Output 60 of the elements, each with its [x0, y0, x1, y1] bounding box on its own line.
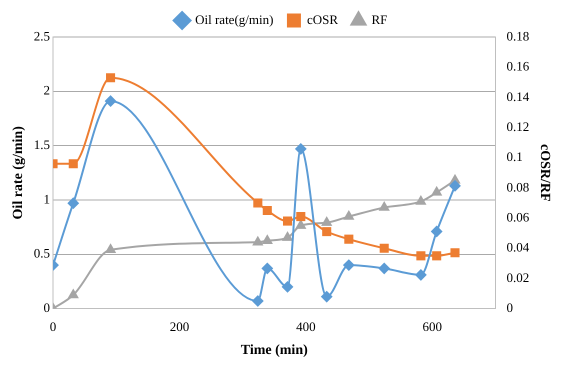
point [296, 220, 306, 229]
point [68, 159, 78, 168]
point [415, 269, 426, 280]
point [282, 232, 292, 241]
y-tick-label: 2 [44, 82, 50, 98]
y2-axis-title: cOSR/RF [536, 144, 552, 202]
x-tick-label: 200 [170, 318, 190, 334]
point [252, 295, 264, 306]
y2-tick-label: 0 [506, 300, 513, 316]
point [282, 216, 292, 226]
y2-tick-label: 0.12 [506, 118, 530, 134]
point [296, 212, 306, 222]
y-tick-label: 0.5 [34, 246, 50, 261]
y-tick-label: 0 [44, 300, 50, 316]
y-axis-title: Oil rate (g/min) [11, 126, 26, 220]
x-axis-title: Time (min) [240, 343, 308, 358]
point [262, 206, 272, 216]
point [252, 236, 263, 246]
y2-tick-label: 0.16 [506, 58, 530, 74]
y2-tick-label: 0.02 [506, 270, 530, 285]
x-tick-label: 400 [296, 318, 316, 334]
y-tick-label: 1.5 [34, 137, 50, 152]
point [416, 251, 426, 260]
point [344, 234, 354, 244]
point [282, 281, 294, 292]
point [105, 96, 116, 107]
point [253, 198, 262, 208]
point [450, 180, 460, 192]
legend-label: cOSR [306, 12, 338, 27]
x-tick-label: 600 [422, 318, 442, 334]
point [450, 248, 460, 258]
y-tick-label: 1 [44, 191, 50, 206]
point [343, 260, 354, 271]
point [106, 73, 116, 82]
y2-tick-label: 0.1 [506, 149, 523, 164]
legend-label: RF [371, 12, 388, 27]
point [262, 235, 272, 244]
point [262, 262, 273, 274]
y2-tick-label: 0.14 [506, 88, 530, 104]
point [432, 251, 442, 260]
legend-label: Oil rate(g/min) [195, 12, 274, 27]
point [416, 196, 426, 205]
point [380, 244, 389, 253]
point [321, 291, 332, 302]
point [322, 217, 332, 226]
point [295, 143, 306, 154]
y2-tick-label: 0.06 [506, 209, 530, 224]
point [378, 262, 390, 274]
point [379, 202, 390, 211]
point [322, 227, 332, 236]
point [106, 244, 116, 254]
y-tick-label: 2.5 [34, 28, 50, 44]
y2-tick-label: 0.08 [506, 179, 530, 194]
point [68, 198, 79, 209]
point [68, 290, 78, 298]
point [432, 186, 442, 196]
y2-tick-label: 0.04 [506, 240, 530, 255]
point [344, 211, 354, 220]
y2-tick-label: 0.18 [506, 28, 530, 44]
point [431, 226, 442, 237]
